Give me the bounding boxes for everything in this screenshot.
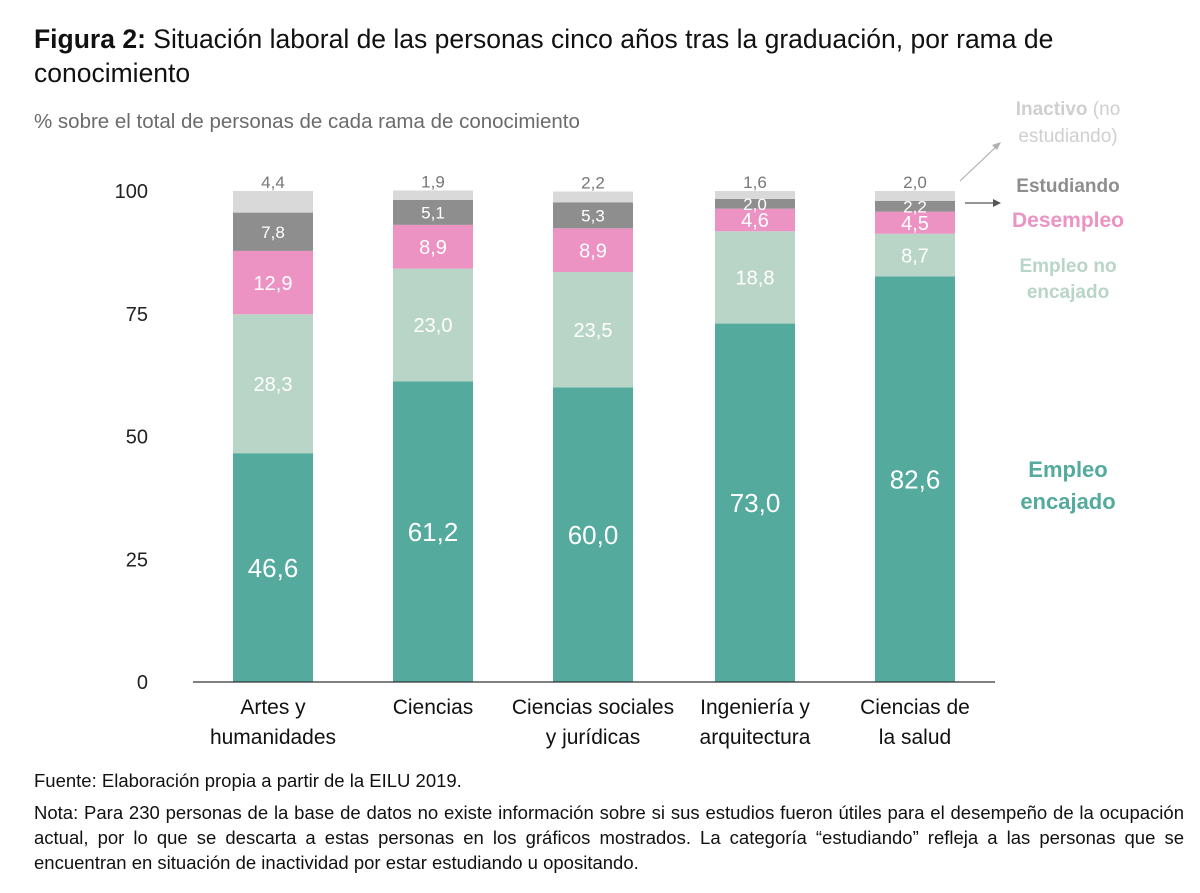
legend-arrow-inactivo xyxy=(959,144,999,182)
data-label: 8,9 xyxy=(419,237,447,259)
y-tick-label: 100 xyxy=(115,181,148,203)
x-tick-label: Ciencias de xyxy=(860,696,970,719)
data-label: 73,0 xyxy=(730,488,781,518)
data-label: 2,0 xyxy=(743,195,767,214)
data-label: 82,6 xyxy=(890,465,941,495)
x-tick-label: Artes y xyxy=(240,696,306,719)
bar-segment-empleo-encajado xyxy=(553,387,633,682)
legend-label: Empleo xyxy=(1028,457,1107,482)
x-tick-label: la salud xyxy=(879,726,951,749)
bar-segment-inactivo-no-estudiando- xyxy=(875,191,955,201)
legend-label: Desempleo xyxy=(1012,209,1124,232)
bar-segment-empleo-no-encajado xyxy=(875,233,955,277)
bar-segment-empleo-encajado xyxy=(233,453,313,682)
data-label: 1,6 xyxy=(743,173,767,192)
bar-segment-empleo-no-encajado xyxy=(393,268,473,382)
chart-subtitle: % sobre el total de personas de cada ram… xyxy=(34,110,580,133)
data-label: 5,1 xyxy=(421,203,445,222)
bar-segment-desempleo xyxy=(233,250,313,315)
chart-title: Figura 2: Situación laboral de las perso… xyxy=(34,22,1174,90)
data-label: 18,8 xyxy=(736,268,775,290)
data-label: 46,6 xyxy=(248,553,299,583)
bar-segment-desempleo xyxy=(553,228,633,273)
data-label: 61,2 xyxy=(408,517,459,547)
chart-title-text: Situación laboral de las personas cinco … xyxy=(34,24,1054,88)
data-label: 8,7 xyxy=(901,245,929,267)
y-tick-label: 50 xyxy=(126,427,148,449)
legend-label: Estudiando xyxy=(1016,176,1119,197)
y-tick-label: 75 xyxy=(126,304,148,326)
data-label: 60,0 xyxy=(568,520,619,550)
bar-segment-inactivo-no-estudiando- xyxy=(233,191,313,213)
data-label: 2,0 xyxy=(903,173,927,192)
bar-segment-inactivo-no-estudiando- xyxy=(393,190,473,200)
bar-segment-inactivo-no-estudiando- xyxy=(553,191,633,203)
bar-segment-estudiando xyxy=(875,200,955,212)
data-label: 23,5 xyxy=(574,320,613,342)
data-label: 4,4 xyxy=(261,173,285,192)
data-label: 8,9 xyxy=(579,240,607,262)
data-label: 7,8 xyxy=(261,223,285,242)
bar-segment-desempleo xyxy=(875,211,955,234)
legend-arrowhead-estudiando xyxy=(993,199,1001,207)
x-tick-label: y jurídicas xyxy=(546,726,641,749)
legend-label: encajado xyxy=(1020,489,1115,514)
y-tick-label: 25 xyxy=(126,549,148,571)
stacked-bar-chart: 0 25 50 75 100 46,6 61,2 60,0 73,0 82,6 28,3 23,0 23… xyxy=(115,99,1124,749)
bar-segment-empleo-no-encajado xyxy=(233,314,313,454)
bar-segment-inactivo-no-estudiando- xyxy=(715,191,795,199)
source-note: Fuente: Elaboración propia a partir de l… xyxy=(34,770,462,791)
data-label: 2,2 xyxy=(903,197,927,216)
legend-label: encajado xyxy=(1027,282,1109,303)
bar-segment-estudiando xyxy=(553,202,633,229)
x-tick-label: Ciencias sociales xyxy=(512,696,674,719)
x-tick-label: arquitectura xyxy=(700,726,811,749)
data-label: 12,9 xyxy=(254,273,293,295)
data-label: 4,6 xyxy=(741,210,769,232)
figure-number: Figura 2: xyxy=(34,24,146,54)
legend-arrowhead-inactivo xyxy=(992,142,1001,150)
footnote: Nota: Para 230 personas de la base de da… xyxy=(34,802,1184,873)
x-tick-label: Ingeniería y xyxy=(700,696,810,719)
bar-segment-empleo-encajado xyxy=(715,323,795,682)
data-label: 2,2 xyxy=(581,173,605,192)
x-tick-label: Ciencias xyxy=(393,696,474,719)
data-label: 5,3 xyxy=(581,206,605,225)
bar-segment-estudiando xyxy=(715,198,795,209)
bar-segment-estudiando xyxy=(233,212,313,251)
data-label: 23,0 xyxy=(414,315,453,337)
data-label: 1,9 xyxy=(421,173,445,192)
bar-segment-desempleo xyxy=(715,208,795,232)
bar-segment-estudiando xyxy=(393,199,473,225)
bar-segment-empleo-no-encajado xyxy=(715,231,795,324)
legend-label: estudiando) xyxy=(1018,126,1117,147)
bar-segment-empleo-encajado xyxy=(393,381,473,682)
y-tick-label: 0 xyxy=(137,672,148,694)
x-tick-label: humanidades xyxy=(210,726,336,749)
legend-label: Inactivo (no xyxy=(1016,99,1121,120)
data-label: 28,3 xyxy=(254,374,293,396)
data-label: 4,5 xyxy=(901,213,929,235)
bar-segment-empleo-no-encajado xyxy=(553,272,633,388)
bar-segment-desempleo xyxy=(393,224,473,269)
legend-label: Empleo no xyxy=(1019,256,1116,277)
bar-segment-empleo-encajado xyxy=(875,276,955,682)
